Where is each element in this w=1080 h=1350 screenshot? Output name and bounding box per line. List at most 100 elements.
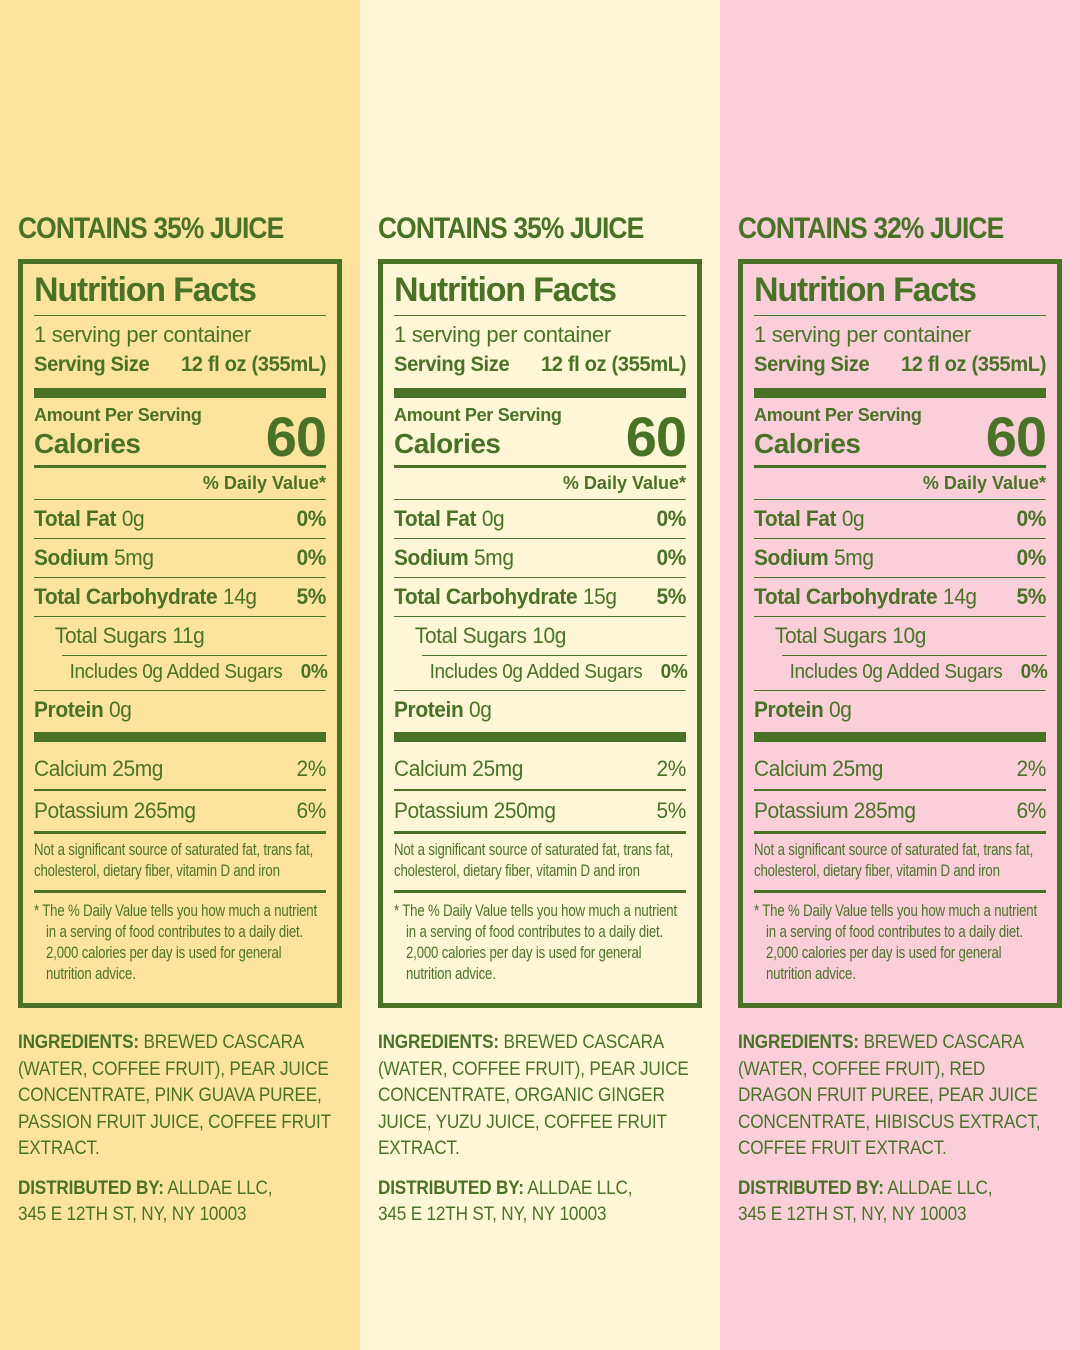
potassium-label: Potassium 265mg [34, 798, 196, 824]
ingredients-label: INGREDIENTS: [378, 1031, 499, 1054]
divider [754, 465, 1046, 469]
calcium-text: Calcium 25mg [34, 756, 164, 782]
not-significant-note: Not a significant source of saturated fa… [34, 841, 314, 881]
amount-per-serving-label: Amount Per Serving [754, 405, 922, 426]
total-carbohydrate-row: Total Carbohydrate 15g 5% [394, 577, 686, 616]
sodium-dv: 0% [1016, 545, 1047, 571]
serving-size-label: Serving Size [394, 353, 510, 377]
divider [34, 831, 326, 835]
protein-label: Protein [394, 697, 464, 723]
protein-row: Protein 0g [754, 690, 1046, 729]
thick-divider [754, 388, 1046, 399]
sodium-name: Sodium 5mg [754, 545, 874, 571]
calcium-dv: 2% [296, 756, 327, 782]
footnote-text: The % Daily Value tells you how much a n… [762, 902, 1037, 984]
divider [394, 789, 686, 792]
nutrition-facts-box: Nutrition Facts 1 serving per container … [378, 259, 702, 1009]
protein-value: 0g [109, 697, 132, 723]
total-fat-value: 0g [481, 506, 505, 532]
footnote-marker: * [754, 902, 759, 921]
divider [394, 831, 686, 835]
ingredients-text: BREWED CASCARA (WATER, COFFEE FRUIT), PE… [18, 1031, 331, 1160]
potassium-text: Potassium 285mg [754, 798, 916, 824]
contains-juice-heading: CONTAINS 35% JUICE [378, 212, 644, 245]
serving-size-value: 12 fl oz (355mL) [540, 353, 687, 377]
sodium-value: 5mg [114, 545, 154, 571]
product-label-panel: CONTAINS 35% JUICE Nutrition Facts 1 ser… [0, 0, 360, 1350]
added-sugars-label: Includes 0g Added Sugars [790, 661, 1003, 684]
divider [394, 890, 686, 894]
total-fat-name: Total Fat 0g [394, 506, 505, 532]
protein-name: Protein 0g [754, 697, 852, 723]
added-sugars-dv: 0% [1020, 661, 1048, 684]
total-fat-label: Total Fat [394, 506, 477, 532]
not-significant-note: Not a significant source of saturated fa… [754, 841, 1034, 881]
servings-per-container: 1 serving per container [754, 322, 971, 348]
divider [754, 890, 1046, 894]
total-fat-dv: 0% [656, 506, 687, 532]
sodium-value: 5mg [474, 545, 514, 571]
distributed-by-label: DISTRIBUTED BY: [378, 1176, 524, 1199]
divider [34, 465, 326, 469]
added-sugars-row: Includes 0g Added Sugars 0% [422, 655, 688, 690]
calcium-text: Calcium 25mg [754, 756, 884, 782]
total-carbohydrate-label: Total Carbohydrate [34, 584, 218, 610]
contains-juice-heading: CONTAINS 32% JUICE [738, 212, 1004, 245]
sodium-value: 5mg [834, 545, 874, 571]
ingredients-paragraph: INGREDIENTS: BREWED CASCARA (WATER, COFF… [18, 1029, 342, 1162]
divider [754, 789, 1046, 792]
total-sugars-label: Total Sugars [414, 623, 527, 649]
distributed-by-address: 345 E 12TH ST, NY, NY 10003 [18, 1203, 247, 1226]
calories-row: Amount Per Serving Calories 60 [394, 405, 687, 465]
product-label-panel: CONTAINS 35% JUICE Nutrition Facts 1 ser… [360, 0, 720, 1350]
total-sugars-row: Total Sugars 11g [34, 616, 326, 655]
potassium-dv: 6% [296, 798, 327, 824]
total-fat-name: Total Fat 0g [34, 506, 145, 532]
sodium-label: Sodium [34, 545, 109, 571]
total-carbohydrate-dv: 5% [296, 584, 327, 610]
sodium-row: Sodium 5mg 0% [394, 538, 686, 577]
protein-name: Protein 0g [394, 697, 492, 723]
total-sugars-row: Total Sugars 10g [394, 616, 686, 655]
potassium-text: Potassium 265mg [34, 798, 196, 824]
amount-per-serving-label: Amount Per Serving [34, 405, 202, 426]
added-sugars-dv: 0% [300, 661, 328, 684]
product-label-panel: CONTAINS 32% JUICE Nutrition Facts 1 ser… [720, 0, 1080, 1350]
distributed-by-label: DISTRIBUTED BY: [738, 1176, 884, 1199]
calcium-text: Calcium 25mg [394, 756, 524, 782]
daily-value-footnote: * The % Daily Value tells you how much a… [754, 893, 1046, 987]
serving-size-label: Serving Size [754, 353, 870, 377]
servings-per-container: 1 serving per container [34, 322, 251, 348]
serving-size-label: Serving Size [34, 353, 150, 377]
distributed-by-paragraph: DISTRIBUTED BY: ALLDAE LLC, 345 E 12TH S… [378, 1175, 702, 1228]
daily-value-header: % Daily Value* [922, 473, 1046, 494]
serving-size-row: Serving Size 12 fl oz (355mL) [394, 350, 686, 385]
total-carbohydrate-row: Total Carbohydrate 14g 5% [754, 577, 1046, 616]
divider [394, 315, 686, 317]
total-sugars-name: Total Sugars 11g [55, 623, 205, 649]
total-fat-row: Total Fat 0g 0% [34, 499, 326, 538]
added-sugars-text: Includes 0g Added Sugars [789, 661, 1003, 684]
calories-left-block: Amount Per Serving Calories [394, 405, 562, 460]
serving-size-value: 12 fl oz (355mL) [180, 353, 327, 377]
potassium-text: Potassium 250mg [394, 798, 556, 824]
total-fat-label: Total Fat [34, 506, 117, 532]
sodium-dv: 0% [296, 545, 327, 571]
distributed-by-name: ALLDAE LLC, [527, 1176, 633, 1199]
calcium-row: Calcium 25mg 2% [34, 749, 326, 789]
potassium-row: Potassium 265mg 6% [34, 791, 326, 831]
calcium-label: Calcium 25mg [754, 756, 883, 782]
potassium-row: Potassium 250mg 5% [394, 791, 686, 831]
added-sugars-label: Includes 0g Added Sugars [70, 661, 283, 684]
added-sugars-dv: 0% [660, 661, 688, 684]
total-fat-row: Total Fat 0g 0% [754, 499, 1046, 538]
nutrition-facts-title: Nutrition Facts [394, 271, 617, 309]
potassium-row: Potassium 285mg 6% [754, 791, 1046, 831]
daily-value-footnote: * The % Daily Value tells you how much a… [34, 893, 326, 987]
total-fat-label: Total Fat [754, 506, 837, 532]
divider [754, 831, 1046, 835]
nutrition-facts-title: Nutrition Facts [34, 271, 257, 309]
not-significant-note: Not a significant source of saturated fa… [394, 841, 674, 881]
divider [34, 890, 326, 894]
sodium-name: Sodium 5mg [34, 545, 154, 571]
